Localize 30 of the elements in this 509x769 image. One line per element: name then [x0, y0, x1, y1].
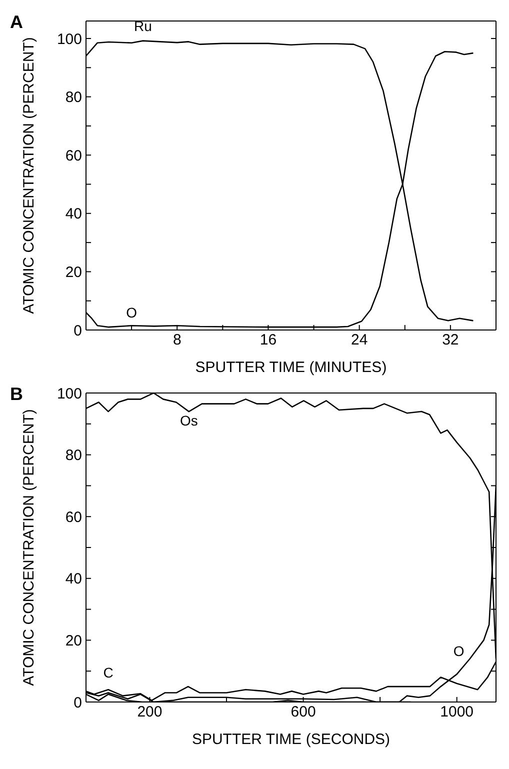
series-label: O: [126, 304, 138, 321]
series-label: Ru: [134, 18, 152, 34]
series-label: Os: [180, 412, 198, 429]
y-tick-label: 0: [74, 694, 82, 712]
y-tick-label: 80: [65, 447, 82, 464]
y-tick-label: 20: [65, 632, 82, 650]
y-axis-title: ATOMIC CONCENTRATION (PERCENT): [20, 37, 38, 314]
y-tick-label: 100: [56, 30, 82, 48]
y-tick-label: 40: [65, 206, 82, 223]
y-tick-label: 60: [65, 147, 82, 164]
x-tick-label: 600: [290, 704, 316, 721]
x-tick-label: 32: [442, 332, 459, 349]
series-label: C: [103, 664, 114, 681]
x-tick-label: 1000: [440, 704, 474, 721]
x-axis-title: SPUTTER TIME (SECONDS): [192, 731, 390, 748]
series-label: O: [453, 643, 464, 660]
chart-title: B: [10, 384, 23, 405]
x-tick-label: 16: [260, 332, 277, 349]
y-tick-label: 40: [65, 570, 82, 588]
x-tick-label: 8: [172, 332, 182, 349]
x-tick-label: 200: [137, 704, 162, 721]
x-tick-label: 24: [350, 332, 368, 349]
y-tick-label: 80: [65, 89, 82, 106]
y-axis-title: ATOMIC CONCENTRATION (PERCENT): [20, 409, 38, 686]
y-tick-label: 20: [65, 264, 82, 282]
chart-title: A: [10, 12, 23, 33]
y-tick-label: 0: [74, 322, 82, 340]
y-tick-label: 100: [56, 385, 82, 402]
x-axis-title: SPUTTER TIME (MINUTES): [195, 359, 387, 376]
y-tick-label: 60: [65, 508, 82, 526]
